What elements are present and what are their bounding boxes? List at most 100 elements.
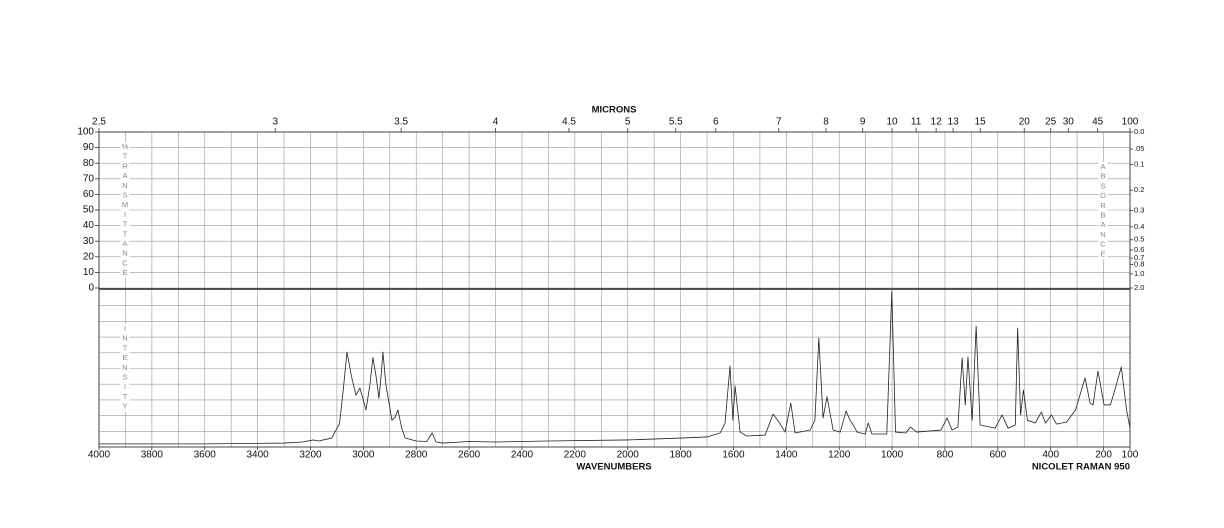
x-axis-title: WAVENUMBERS — [576, 462, 651, 473]
x-tick-label: 2200 — [564, 450, 587, 461]
label-backdrop — [120, 142, 130, 152]
x2-tick-label: 3 — [272, 117, 278, 128]
x2-tick-label: 13 — [948, 117, 960, 128]
label-backdrop — [120, 171, 130, 182]
x-tick-label: 4000 — [88, 450, 111, 461]
x-tick-label: 3400 — [246, 450, 269, 461]
label-backdrop — [1098, 220, 1108, 231]
y-tick-label: 100 — [77, 127, 94, 138]
y2-tick-label: 1.0 — [1134, 269, 1144, 278]
x-tick-label: 100 — [1122, 450, 1139, 461]
y2-tick-label: 0.6 — [1134, 245, 1144, 254]
x-tick-label: 400 — [1042, 450, 1059, 461]
x-tick-label: 200 — [1095, 450, 1112, 461]
label-backdrop — [120, 161, 130, 172]
x2-tick-label: 100 — [1122, 117, 1139, 128]
y-tick-label: 40 — [83, 220, 95, 231]
label-backdrop — [120, 180, 130, 191]
x-tick-label: 1400 — [775, 450, 798, 461]
x-tick-label: 2400 — [511, 450, 534, 461]
label-backdrop — [120, 343, 130, 354]
x2-tick-label: 4 — [493, 117, 499, 128]
label-backdrop — [120, 391, 130, 402]
x2-tick-label: 10 — [887, 117, 899, 128]
x2-tick-label: 3.5 — [394, 117, 408, 128]
x2-tick-label: 20 — [1019, 117, 1031, 128]
y2-tick-label: 0.4 — [1134, 222, 1144, 231]
label-backdrop — [1098, 200, 1108, 211]
label-backdrop — [120, 239, 130, 249]
x2-tick-label: 2.5 — [92, 117, 106, 128]
y-tick-label: 80 — [83, 158, 95, 169]
label-backdrop — [120, 151, 130, 162]
y2-tick-label: 0.8 — [1134, 260, 1144, 269]
x2-tick-label: 12 — [931, 117, 943, 128]
label-backdrop — [1098, 191, 1108, 202]
x2-tick-label: 45 — [1092, 117, 1104, 128]
y2-tick-label: 2.0 — [1134, 283, 1144, 292]
y-tick-label: 20 — [83, 251, 95, 262]
x2-tick-label: 30 — [1063, 117, 1075, 128]
x2-axis-title: MICRONS — [592, 105, 637, 116]
label-backdrop — [120, 333, 130, 344]
label-backdrop — [1098, 210, 1108, 221]
x2-tick-label: 5 — [625, 117, 631, 128]
label-backdrop — [120, 268, 130, 279]
x-tick-label: 600 — [989, 450, 1006, 461]
instrument-note: NICOLET RAMAN 950 — [1032, 462, 1130, 473]
y2-tick-label: .05 — [1134, 144, 1144, 153]
x-tick-label: 3800 — [141, 450, 164, 461]
label-backdrop — [120, 324, 130, 334]
y2-tick-label: 0.0 — [1134, 127, 1144, 136]
label-backdrop — [1098, 162, 1108, 172]
label-backdrop — [1098, 181, 1108, 192]
label-backdrop — [1098, 229, 1108, 240]
label-backdrop — [120, 219, 130, 230]
label-backdrop — [120, 248, 130, 259]
y-tick-label: 0 — [88, 283, 94, 294]
x-tick-label: 2600 — [458, 450, 481, 461]
x2-tick-label: 9 — [860, 117, 866, 128]
x2-tick-label: 7 — [776, 117, 782, 128]
x-tick-label: 1200 — [828, 450, 851, 461]
label-backdrop — [120, 229, 130, 240]
y2-tick-label: 0.2 — [1134, 185, 1144, 194]
label-backdrop — [1098, 239, 1108, 250]
label-backdrop — [120, 372, 130, 383]
label-backdrop — [120, 401, 130, 412]
x-tick-label: 2800 — [405, 450, 428, 461]
y-tick-label: 70 — [83, 173, 95, 184]
x2-tick-label: 8 — [823, 117, 829, 128]
y-tick-label: 10 — [83, 267, 95, 278]
x-tick-label: 800 — [937, 450, 954, 461]
label-backdrop — [1098, 171, 1108, 182]
y2-tick-label: 0.7 — [1134, 253, 1144, 262]
x-tick-label: 2000 — [617, 450, 640, 461]
x-tick-label: 3200 — [299, 450, 322, 461]
y-tick-label: 50 — [83, 205, 95, 216]
y-tick-label: 90 — [83, 142, 95, 153]
y2-tick-label: 0.3 — [1134, 206, 1144, 215]
x2-tick-label: 4.5 — [562, 117, 576, 128]
x2-tick-label: 11 — [911, 117, 922, 128]
y-tick-label: 60 — [83, 189, 95, 200]
x2-tick-label: 6 — [713, 117, 719, 128]
x2-tick-label: 15 — [975, 117, 987, 128]
label-backdrop — [120, 209, 130, 220]
x-tick-label: 3600 — [194, 450, 217, 461]
x-tick-label: 1600 — [722, 450, 745, 461]
y-tick-label: 30 — [83, 236, 95, 247]
x-tick-label: 1800 — [669, 450, 692, 461]
label-backdrop — [120, 190, 130, 201]
spectrum-line — [99, 290, 1131, 445]
y2-tick-label: 0.5 — [1134, 235, 1144, 244]
y2-tick-label: 0.1 — [1134, 159, 1144, 168]
x-tick-label: 1000 — [881, 450, 904, 461]
x2-tick-label: 25 — [1045, 117, 1057, 128]
x-tick-label: 3000 — [352, 450, 375, 461]
